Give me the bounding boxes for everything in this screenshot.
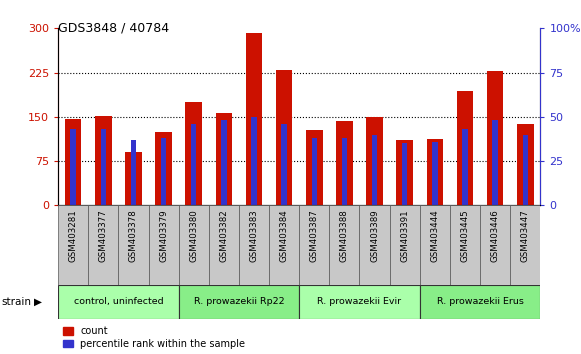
- Bar: [246, 33, 262, 205]
- Bar: [58, 285, 178, 319]
- Text: GSM403378: GSM403378: [129, 209, 138, 262]
- Bar: [329, 205, 360, 285]
- Bar: [119, 205, 149, 285]
- Bar: [191, 124, 196, 205]
- Bar: [342, 138, 347, 205]
- Bar: [131, 140, 136, 205]
- Text: GSM403447: GSM403447: [521, 209, 530, 262]
- Bar: [462, 129, 468, 205]
- Text: GSM403446: GSM403446: [490, 209, 500, 262]
- Bar: [517, 124, 533, 205]
- Text: GSM403377: GSM403377: [99, 209, 108, 262]
- Text: control, uninfected: control, uninfected: [74, 297, 163, 306]
- Bar: [493, 120, 498, 205]
- Text: strain: strain: [1, 297, 31, 307]
- Text: R. prowazekii Erus: R. prowazekii Erus: [436, 297, 523, 306]
- Text: GSM403382: GSM403382: [220, 209, 228, 262]
- Bar: [65, 119, 81, 205]
- Bar: [402, 143, 407, 205]
- Text: GSM403387: GSM403387: [310, 209, 319, 262]
- Legend: count, percentile rank within the sample: count, percentile rank within the sample: [63, 326, 245, 349]
- Text: GSM403389: GSM403389: [370, 209, 379, 262]
- Bar: [487, 71, 503, 205]
- Bar: [336, 121, 353, 205]
- Bar: [155, 132, 172, 205]
- Bar: [58, 205, 88, 285]
- Bar: [372, 135, 377, 205]
- Bar: [450, 205, 480, 285]
- Bar: [161, 138, 166, 205]
- Bar: [239, 205, 269, 285]
- Text: GSM403383: GSM403383: [249, 209, 259, 262]
- Bar: [252, 117, 257, 205]
- Bar: [396, 141, 413, 205]
- Bar: [419, 205, 450, 285]
- Text: GSM403384: GSM403384: [279, 209, 289, 262]
- Bar: [306, 130, 322, 205]
- Bar: [216, 113, 232, 205]
- Bar: [269, 205, 299, 285]
- Bar: [299, 285, 419, 319]
- Bar: [88, 205, 119, 285]
- Text: GSM403388: GSM403388: [340, 209, 349, 262]
- Bar: [390, 205, 419, 285]
- Bar: [522, 135, 528, 205]
- Bar: [185, 102, 202, 205]
- Bar: [221, 120, 227, 205]
- Text: GDS3848 / 40784: GDS3848 / 40784: [58, 21, 169, 34]
- Text: ▶: ▶: [34, 297, 42, 307]
- Bar: [209, 205, 239, 285]
- Bar: [149, 205, 179, 285]
- Text: GSM403444: GSM403444: [431, 209, 439, 262]
- Bar: [360, 205, 390, 285]
- Text: GSM403379: GSM403379: [159, 209, 168, 262]
- Bar: [366, 117, 383, 205]
- Bar: [95, 116, 112, 205]
- Bar: [101, 129, 106, 205]
- Bar: [276, 70, 292, 205]
- Bar: [480, 205, 510, 285]
- Bar: [426, 139, 443, 205]
- Bar: [299, 205, 329, 285]
- Bar: [311, 138, 317, 205]
- Text: GSM403445: GSM403445: [461, 209, 469, 262]
- Text: R. prowazekii Evir: R. prowazekii Evir: [317, 297, 401, 306]
- Bar: [281, 124, 287, 205]
- Bar: [419, 285, 540, 319]
- Bar: [510, 205, 540, 285]
- Bar: [432, 142, 437, 205]
- Bar: [125, 152, 142, 205]
- Bar: [178, 285, 299, 319]
- Text: GSM403391: GSM403391: [400, 209, 409, 262]
- Text: GSM403281: GSM403281: [69, 209, 78, 262]
- Bar: [178, 205, 209, 285]
- Bar: [70, 129, 76, 205]
- Bar: [457, 91, 474, 205]
- Text: R. prowazekii Rp22: R. prowazekii Rp22: [193, 297, 284, 306]
- Text: GSM403380: GSM403380: [189, 209, 198, 262]
